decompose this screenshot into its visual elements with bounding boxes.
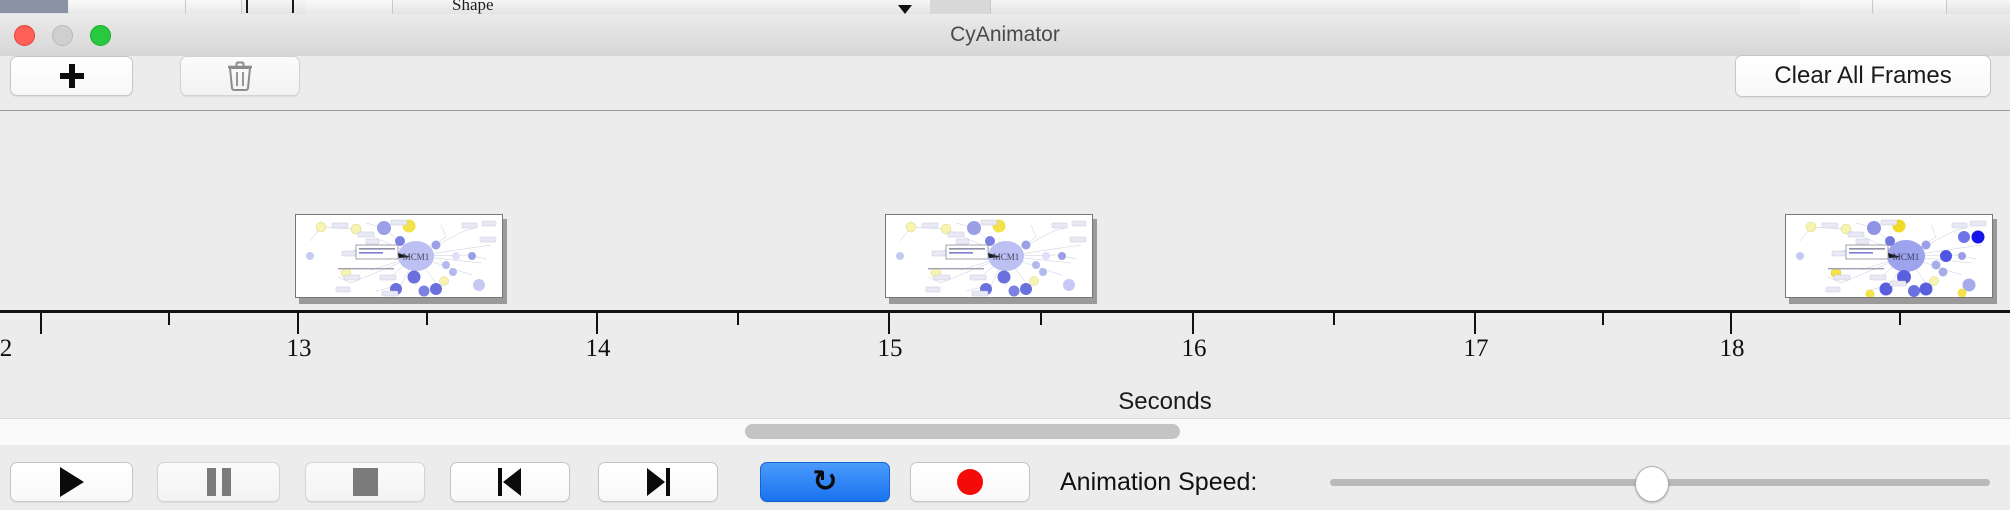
background-window-strip: Shape [0,0,2010,15]
record-icon [957,469,983,495]
delete-frame-button[interactable] [180,56,300,96]
network-graph-icon: MCM1 [1796,219,1987,297]
axis-tick-17 [1474,313,1476,334]
record-button[interactable] [910,462,1030,502]
axis-label-17: 17 [1463,335,1489,362]
axis-title: Seconds [0,388,2010,416]
network-graph-icon: MCM1 [896,219,1087,297]
frame-thumbnail-1[interactable]: MCM1 [295,214,507,304]
animation-speed-label: Animation Speed: [1060,468,1258,496]
axis-label-15: 15 [877,335,903,362]
frame-thumbnail-3[interactable]: MCM1 [1785,214,1997,304]
svg-text:MCM1: MCM1 [403,252,430,262]
axis-tick-14 [596,313,598,334]
svg-text:MCM1: MCM1 [1893,252,1920,262]
pause-icon [206,468,231,496]
background-window-selection [0,0,68,13]
add-frame-button[interactable] [10,56,133,96]
frame-preview: MCM1 [885,214,1093,298]
last-frame-button[interactable] [598,462,718,502]
pause-button[interactable] [157,462,280,502]
axis-label-16: 16 [1181,335,1207,362]
axis-tick-minor [1602,313,1604,325]
background-mark-1 [246,0,248,13]
skip-backward-icon [497,468,523,496]
axis-tick-minor [168,313,170,325]
axis-tick-13 [297,313,299,334]
close-button[interactable] [14,25,35,46]
traffic-lights [14,25,111,46]
background-tab-label: Shape [452,0,494,14]
animation-speed-slider-thumb[interactable] [1635,466,1669,502]
timeline-axis [0,310,2010,313]
network-graph-icon: MCM1 [306,219,497,297]
skip-forward-icon [645,468,671,496]
plus-icon [59,64,84,88]
background-tab-6 [1874,0,1947,14]
first-frame-button[interactable] [450,462,570,502]
play-button[interactable] [10,462,133,502]
frame-thumbnail-2[interactable]: MCM1 [885,214,1097,304]
axis-tick-18 [1730,313,1732,334]
background-tab-3 [306,0,393,14]
background-mark-2 [292,0,294,13]
window-title: CyAnimator [950,23,1060,46]
frame-preview: MCM1 [295,214,503,298]
axis-tick-12 [40,313,42,334]
frame-toolbar [0,56,2010,111]
svg-text:MCM1: MCM1 [993,252,1020,262]
loop-icon: ↻ [812,464,838,499]
axis-tick-minor [737,313,739,325]
axis-label-13: 13 [286,335,312,362]
axis-label-18: 18 [1719,335,1745,362]
background-tab-2 [186,0,242,14]
title-bar: CyAnimator [0,14,2010,57]
stop-icon [352,468,378,496]
frame-preview: MCM1 [1785,214,1993,298]
background-pointer-icon [898,5,912,14]
clear-all-frames-button[interactable]: Clear All Frames [1735,55,1991,97]
background-tab-5 [1800,0,1873,14]
trash-icon [228,61,252,91]
axis-tick-15 [888,313,890,334]
stop-button[interactable] [305,462,425,502]
background-tab-1 [69,0,186,14]
background-tab-4 [930,0,991,14]
timeline-scrollbar-thumb[interactable] [745,424,1180,439]
axis-tick-minor [426,313,428,325]
axis-title-text: Seconds [1118,388,1212,415]
axis-tick-minor [1040,313,1042,325]
axis-tick-minor [1899,313,1901,325]
minimize-button[interactable] [52,25,73,46]
loop-button[interactable]: ↻ [760,462,890,502]
axis-label-14: 14 [585,335,611,362]
axis-tick-16 [1192,313,1194,334]
axis-tick-minor [1333,313,1335,325]
axis-label-12: 2 [0,335,13,362]
play-icon [59,467,84,497]
zoom-button[interactable] [90,25,111,46]
